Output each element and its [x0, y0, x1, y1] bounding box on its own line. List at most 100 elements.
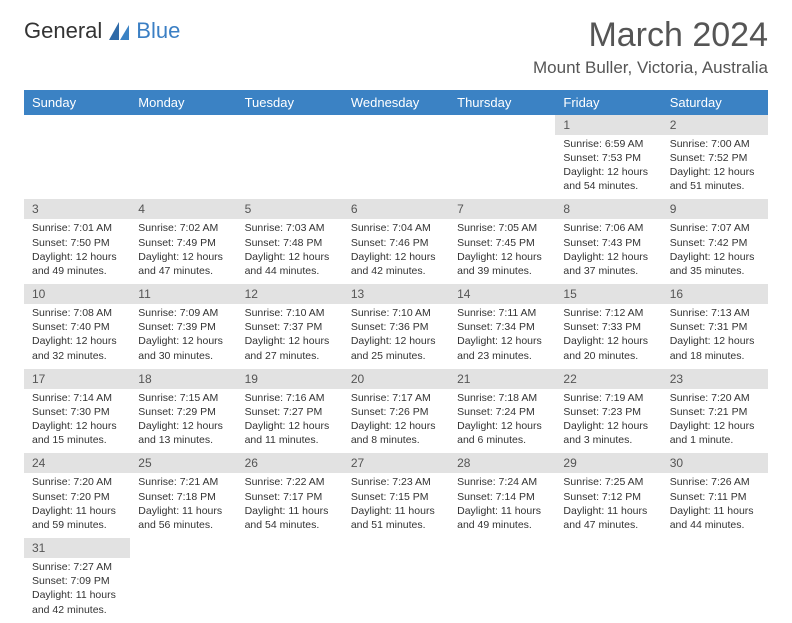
day-number-cell [130, 538, 236, 558]
daylight-text: and 56 minutes. [138, 518, 228, 532]
day-detail-cell [130, 558, 236, 623]
sunrise-text: Sunrise: 7:11 AM [457, 306, 547, 320]
day-detail-cell: Sunrise: 7:11 AMSunset: 7:34 PMDaylight:… [449, 304, 555, 369]
daylight-text: Daylight: 12 hours [32, 334, 122, 348]
daynum-row: 24252627282930 [24, 453, 768, 473]
daylight-text: and 54 minutes. [245, 518, 335, 532]
weekday-header: Saturday [662, 90, 768, 115]
sunset-text: Sunset: 7:20 PM [32, 490, 122, 504]
day-detail-cell [449, 135, 555, 200]
daylight-text: Daylight: 12 hours [563, 165, 653, 179]
daylight-text: and 42 minutes. [351, 264, 441, 278]
sunset-text: Sunset: 7:14 PM [457, 490, 547, 504]
day-detail-cell: Sunrise: 7:01 AMSunset: 7:50 PMDaylight:… [24, 219, 130, 284]
daylight-text: Daylight: 11 hours [32, 588, 122, 602]
day-detail-cell: Sunrise: 7:23 AMSunset: 7:15 PMDaylight:… [343, 473, 449, 538]
day-number-cell: 30 [662, 453, 768, 473]
daylight-text: Daylight: 12 hours [670, 165, 760, 179]
daylight-text: and 11 minutes. [245, 433, 335, 447]
sunrise-text: Sunrise: 7:13 AM [670, 306, 760, 320]
daylight-text: and 8 minutes. [351, 433, 441, 447]
daylight-text: Daylight: 12 hours [563, 419, 653, 433]
logo: General Blue [24, 18, 180, 44]
daylight-text: Daylight: 12 hours [32, 250, 122, 264]
day-detail-cell: Sunrise: 7:06 AMSunset: 7:43 PMDaylight:… [555, 219, 661, 284]
daylight-text: and 42 minutes. [32, 603, 122, 617]
day-detail-cell [343, 135, 449, 200]
day-number-cell: 24 [24, 453, 130, 473]
sunrise-text: Sunrise: 7:25 AM [563, 475, 653, 489]
daylight-text: Daylight: 11 hours [563, 504, 653, 518]
weekday-header: Sunday [24, 90, 130, 115]
sunrise-text: Sunrise: 7:22 AM [245, 475, 335, 489]
daylight-text: Daylight: 11 hours [245, 504, 335, 518]
day-number-cell: 25 [130, 453, 236, 473]
sunrise-text: Sunrise: 7:23 AM [351, 475, 441, 489]
day-detail-cell [449, 558, 555, 623]
detail-row: Sunrise: 7:14 AMSunset: 7:30 PMDaylight:… [24, 389, 768, 454]
daylight-text: Daylight: 12 hours [457, 250, 547, 264]
daylight-text: and 39 minutes. [457, 264, 547, 278]
detail-row: Sunrise: 7:08 AMSunset: 7:40 PMDaylight:… [24, 304, 768, 369]
sunset-text: Sunset: 7:34 PM [457, 320, 547, 334]
day-number-cell: 12 [237, 284, 343, 304]
sunrise-text: Sunrise: 7:14 AM [32, 391, 122, 405]
sunset-text: Sunset: 7:17 PM [245, 490, 335, 504]
sunset-text: Sunset: 7:15 PM [351, 490, 441, 504]
day-detail-cell: Sunrise: 7:19 AMSunset: 7:23 PMDaylight:… [555, 389, 661, 454]
daylight-text: Daylight: 12 hours [351, 419, 441, 433]
daylight-text: Daylight: 12 hours [138, 250, 228, 264]
detail-row: Sunrise: 6:59 AMSunset: 7:53 PMDaylight:… [24, 135, 768, 200]
location-subtitle: Mount Buller, Victoria, Australia [533, 58, 768, 78]
daynum-row: 10111213141516 [24, 284, 768, 304]
sunset-text: Sunset: 7:43 PM [563, 236, 653, 250]
day-detail-cell: Sunrise: 7:13 AMSunset: 7:31 PMDaylight:… [662, 304, 768, 369]
daylight-text: Daylight: 12 hours [563, 250, 653, 264]
sunset-text: Sunset: 7:36 PM [351, 320, 441, 334]
sunrise-text: Sunrise: 7:20 AM [32, 475, 122, 489]
daylight-text: and 23 minutes. [457, 349, 547, 363]
sunrise-text: Sunrise: 7:10 AM [245, 306, 335, 320]
weekday-header: Wednesday [343, 90, 449, 115]
daylight-text: Daylight: 12 hours [457, 334, 547, 348]
daylight-text: Daylight: 12 hours [670, 419, 760, 433]
weekday-header: Tuesday [237, 90, 343, 115]
weekday-header: Thursday [449, 90, 555, 115]
sunset-text: Sunset: 7:33 PM [563, 320, 653, 334]
day-number-cell: 31 [24, 538, 130, 558]
sunrise-text: Sunrise: 7:03 AM [245, 221, 335, 235]
day-number-cell: 15 [555, 284, 661, 304]
daylight-text: Daylight: 12 hours [245, 334, 335, 348]
sunrise-text: Sunrise: 7:21 AM [138, 475, 228, 489]
daylight-text: Daylight: 12 hours [670, 250, 760, 264]
day-number-cell: 26 [237, 453, 343, 473]
daylight-text: and 47 minutes. [563, 518, 653, 532]
sunset-text: Sunset: 7:11 PM [670, 490, 760, 504]
day-number-cell [449, 538, 555, 558]
daylight-text: and 51 minutes. [351, 518, 441, 532]
daylight-text: and 49 minutes. [32, 264, 122, 278]
sunset-text: Sunset: 7:27 PM [245, 405, 335, 419]
day-detail-cell [343, 558, 449, 623]
day-number-cell: 10 [24, 284, 130, 304]
daylight-text: and 49 minutes. [457, 518, 547, 532]
sunrise-text: Sunrise: 7:04 AM [351, 221, 441, 235]
sunset-text: Sunset: 7:29 PM [138, 405, 228, 419]
day-number-cell: 21 [449, 369, 555, 389]
sunrise-text: Sunrise: 7:15 AM [138, 391, 228, 405]
day-number-cell: 23 [662, 369, 768, 389]
day-number-cell: 11 [130, 284, 236, 304]
day-number-cell: 20 [343, 369, 449, 389]
day-detail-cell: Sunrise: 7:15 AMSunset: 7:29 PMDaylight:… [130, 389, 236, 454]
day-number-cell: 3 [24, 199, 130, 219]
weekday-header-row: SundayMondayTuesdayWednesdayThursdayFrid… [24, 90, 768, 115]
header: General Blue March 2024 Mount Buller, Vi… [24, 18, 768, 78]
sunrise-text: Sunrise: 7:05 AM [457, 221, 547, 235]
daylight-text: Daylight: 12 hours [351, 334, 441, 348]
daylight-text: and 15 minutes. [32, 433, 122, 447]
day-detail-cell: Sunrise: 7:24 AMSunset: 7:14 PMDaylight:… [449, 473, 555, 538]
sunset-text: Sunset: 7:26 PM [351, 405, 441, 419]
daylight-text: Daylight: 12 hours [351, 250, 441, 264]
detail-row: Sunrise: 7:01 AMSunset: 7:50 PMDaylight:… [24, 219, 768, 284]
day-number-cell [343, 538, 449, 558]
